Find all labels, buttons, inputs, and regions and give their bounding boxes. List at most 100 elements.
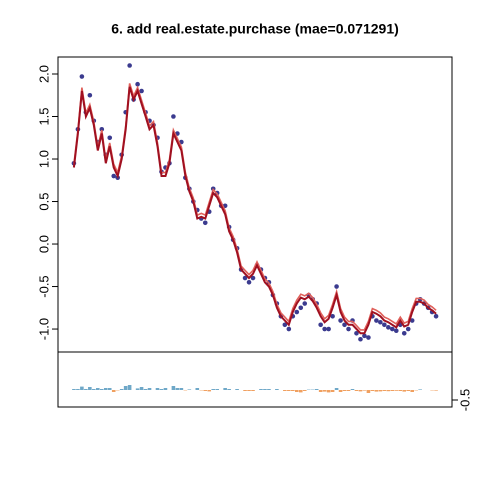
residual-bar xyxy=(123,386,128,390)
data-point xyxy=(99,126,105,132)
data-point xyxy=(374,318,379,323)
residual-bar xyxy=(338,390,343,392)
residual-bar xyxy=(394,390,399,391)
residual-bar xyxy=(350,389,355,390)
residual-bar xyxy=(215,389,219,390)
data-point xyxy=(87,92,93,98)
data-point xyxy=(366,335,371,340)
residual-bar xyxy=(362,390,367,391)
data-point xyxy=(330,313,335,319)
data-point xyxy=(378,319,383,325)
residual-bar xyxy=(235,389,239,390)
data-point xyxy=(79,74,85,79)
residual-bar xyxy=(418,389,422,390)
residual-bar xyxy=(314,389,319,390)
residual-bar xyxy=(398,390,403,391)
data-point xyxy=(107,135,113,141)
data-point xyxy=(298,305,304,311)
residual-bar xyxy=(80,386,84,390)
residual-bar xyxy=(434,390,438,391)
residual-bar xyxy=(287,390,291,391)
y-tick-label: 1.5 xyxy=(36,107,51,125)
data-point xyxy=(250,275,256,281)
data-point xyxy=(135,81,140,87)
y-tick-label: 0.5 xyxy=(36,192,51,210)
fit-line xyxy=(73,83,437,331)
residual-bar xyxy=(370,390,375,391)
data-point xyxy=(354,330,359,336)
residual-bar xyxy=(283,390,287,391)
residual-bar xyxy=(342,390,347,391)
residual-bar xyxy=(155,388,160,390)
data-point xyxy=(386,325,391,330)
residual-bar xyxy=(211,389,216,390)
data-point xyxy=(390,326,395,332)
residual-bar xyxy=(107,388,112,390)
residual-bar xyxy=(366,390,371,393)
residual-bar xyxy=(179,388,184,390)
residual-bar xyxy=(326,390,331,393)
y-tick-label: -1.0 xyxy=(36,318,51,340)
residual-bar xyxy=(207,390,212,392)
residual-bar xyxy=(203,390,208,391)
data-point xyxy=(242,275,248,281)
data-point xyxy=(405,326,411,332)
y-tick-label: -0.5 xyxy=(36,275,51,297)
residual-bar xyxy=(195,388,200,390)
residual-bar xyxy=(147,388,152,390)
residual-bar xyxy=(76,389,80,390)
data-point xyxy=(334,284,339,289)
residual-bar xyxy=(143,389,148,390)
residual-bar xyxy=(223,388,227,390)
residual-bar xyxy=(386,390,391,392)
residual-bar xyxy=(358,390,363,392)
data-point xyxy=(282,322,288,328)
residual-bar xyxy=(406,390,411,391)
residual-bar xyxy=(72,389,76,390)
residual-bar xyxy=(346,390,351,391)
residual-bar xyxy=(378,390,383,392)
residual-bar xyxy=(390,390,395,391)
residual-bar xyxy=(88,387,92,390)
data-point xyxy=(139,88,144,94)
residual-bar xyxy=(251,390,255,391)
data-point xyxy=(302,301,308,306)
fit-line xyxy=(72,86,437,335)
data-point xyxy=(171,114,176,119)
data-point xyxy=(294,309,300,315)
data-point xyxy=(111,173,117,179)
residual-bar xyxy=(99,389,104,390)
data-point xyxy=(362,333,367,339)
residual-bar xyxy=(275,389,279,390)
residual-bar xyxy=(119,389,124,390)
residual-bar xyxy=(127,385,132,390)
data-point xyxy=(338,318,343,323)
residual-bar xyxy=(263,389,267,390)
data-point xyxy=(342,322,347,328)
data-point xyxy=(322,326,327,332)
residual-bar xyxy=(259,389,263,390)
residual-bar xyxy=(298,390,303,393)
data-point xyxy=(393,328,399,334)
chart-title: 6. add real.estate.purchase (mae=0.07129… xyxy=(111,21,399,37)
data-point xyxy=(286,326,292,332)
residual-bar xyxy=(374,390,379,392)
y-tick-label: 2.0 xyxy=(36,65,51,83)
residual-bar xyxy=(267,389,271,390)
residual-bar xyxy=(382,390,387,391)
residual-bar xyxy=(247,390,251,391)
residual-bar xyxy=(111,390,116,392)
residual-bar xyxy=(92,389,96,390)
residual-bar xyxy=(163,388,168,390)
residual-panel xyxy=(57,351,453,408)
residual-bar xyxy=(410,390,414,392)
residual-bar xyxy=(187,389,192,390)
data-point xyxy=(346,326,351,332)
data-point xyxy=(318,322,323,328)
residual-bar xyxy=(294,390,299,392)
residual-bar xyxy=(354,390,359,391)
residual-bar xyxy=(171,386,176,390)
data-point xyxy=(246,279,252,285)
